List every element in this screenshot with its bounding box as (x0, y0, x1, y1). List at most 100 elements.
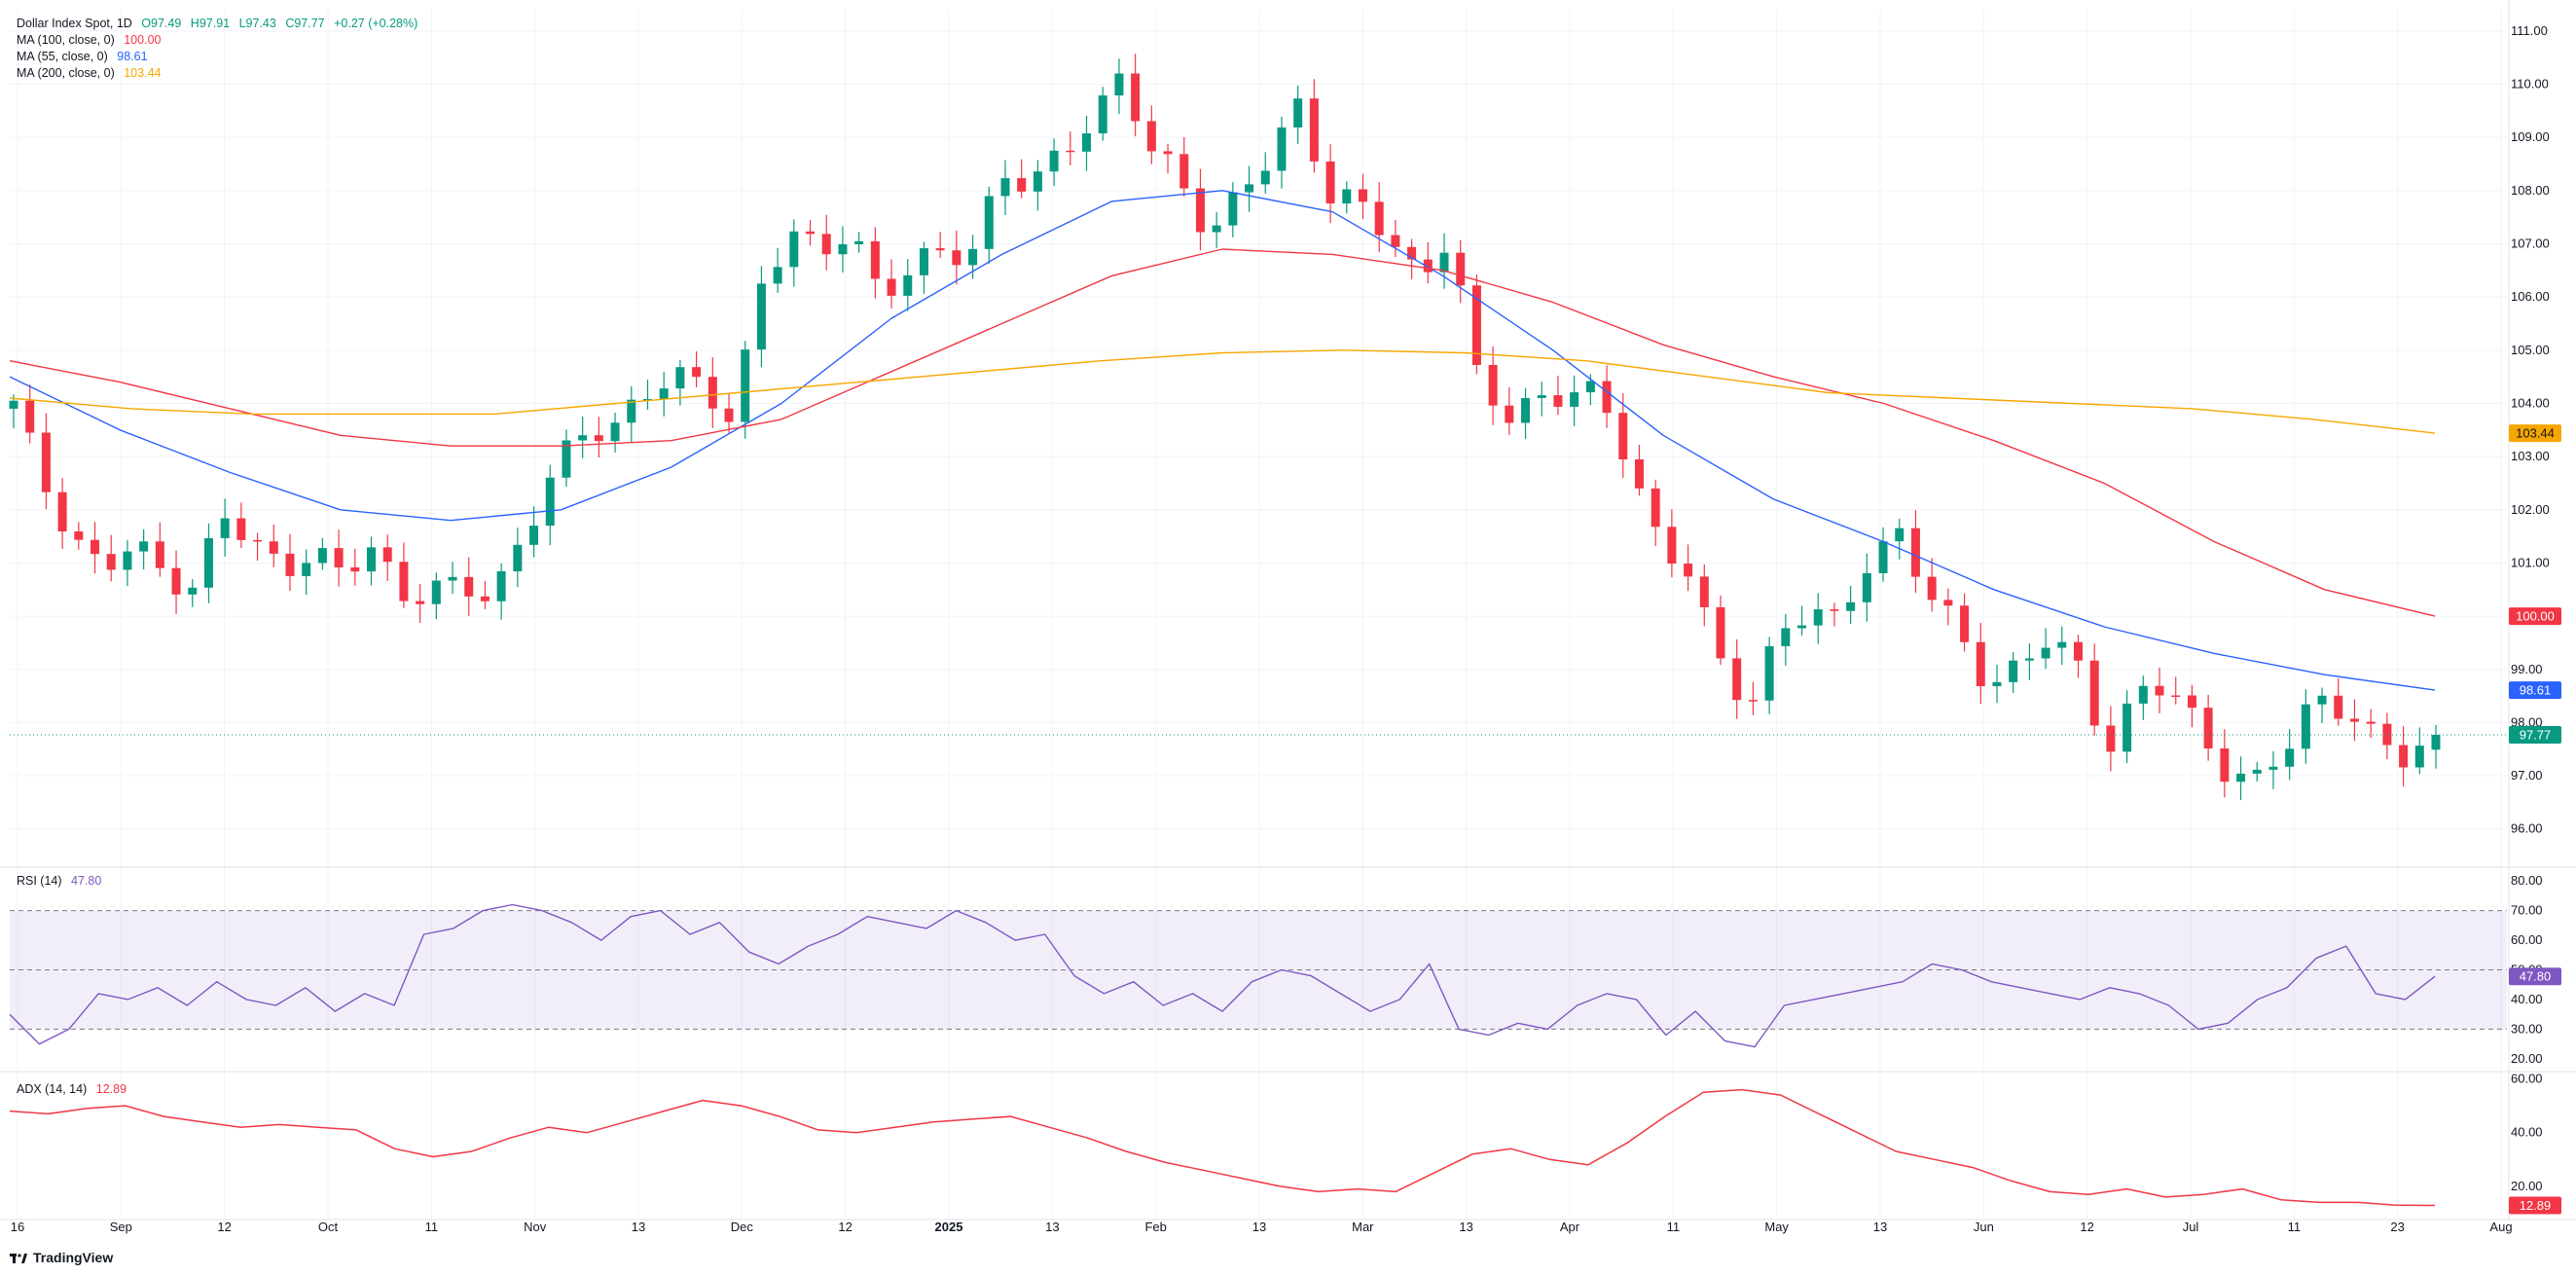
candle (1895, 518, 1905, 560)
candle-body (2317, 695, 2327, 705)
x-tick-label: 13 (1045, 1220, 1059, 1234)
ohlc-close: C97.77 (285, 17, 325, 30)
candle (1862, 553, 1871, 622)
candle (1228, 182, 1238, 238)
candle-body (1781, 628, 1791, 646)
candle-body (935, 248, 945, 251)
candle (692, 350, 702, 387)
ma200-legend[interactable]: MA (200, close, 0) 103.44 (17, 65, 166, 82)
candle-body (724, 408, 734, 422)
candle-body (431, 580, 441, 604)
candle (2171, 676, 2181, 705)
candle (1553, 376, 1563, 416)
tradingview-logo[interactable]: TradingView (10, 1250, 113, 1265)
candle (984, 186, 994, 264)
candle (529, 506, 539, 558)
candle-body (285, 553, 295, 576)
candle (2009, 652, 2018, 694)
y-tick-label: 110.00 (2511, 77, 2549, 91)
candle (1033, 160, 1042, 211)
x-tick-label: 13 (1252, 1220, 1266, 1234)
ohlc-open: O97.49 (141, 17, 182, 30)
candle-body (1471, 285, 1481, 365)
candle (139, 528, 149, 570)
y-tick-label: 103.00 (2511, 449, 2550, 463)
candle-body (317, 548, 327, 564)
adx-value: 12.89 (95, 1082, 127, 1096)
x-tick-label: 12 (217, 1220, 231, 1234)
x-tick-label: Jun (1974, 1220, 1994, 1234)
candle (57, 478, 67, 550)
candle-body (1976, 641, 1985, 687)
candle-body (903, 274, 913, 296)
candle-body (1927, 576, 1937, 601)
ma200-line (9, 349, 2436, 434)
candle-body (821, 234, 831, 255)
candle-body (236, 518, 246, 540)
candle-body (838, 243, 848, 255)
candle (1309, 79, 1319, 173)
x-tick-label: May (1764, 1220, 1789, 1234)
candle-body (675, 367, 685, 389)
rsi-y-tick-label: 20.00 (2511, 1051, 2543, 1066)
x-tick-label: 2025 (935, 1220, 963, 1234)
candle (1049, 138, 1059, 187)
rsi-price-tag: 47.80 (2520, 969, 2552, 984)
candle-body (106, 554, 116, 570)
rsi-legend[interactable]: RSI (14) 47.80 (17, 873, 107, 890)
x-tick-label: Mar (1352, 1220, 1374, 1234)
ohlc-low: L97.43 (238, 17, 276, 30)
candle-body (952, 250, 961, 266)
candle (203, 523, 213, 603)
ma55-legend[interactable]: MA (55, close, 0) 98.61 (17, 49, 154, 65)
candle-body (2089, 660, 2099, 726)
adx-label: ADX (14, 14) (17, 1082, 88, 1096)
y-tick-label: 109.00 (2511, 129, 2550, 144)
y-tick-label: 102.00 (2511, 502, 2550, 517)
candle (2073, 635, 2083, 678)
candle-body (2334, 695, 2343, 719)
adx-price-tag-bg (2509, 1196, 2561, 1215)
candle (968, 235, 978, 279)
candle-body (1699, 576, 1709, 607)
candle-body (2252, 769, 2262, 774)
x-tick-label: 16 (11, 1220, 24, 1234)
candle-body (74, 531, 84, 540)
candle (1342, 181, 1352, 214)
adx-legend[interactable]: ADX (14, 14) 12.89 (17, 1081, 132, 1098)
candle-body (334, 548, 344, 567)
candle (756, 266, 766, 368)
candle-body (1098, 95, 1107, 134)
candle (919, 241, 928, 294)
candle-body (773, 267, 782, 284)
rsi-y-tick-label: 30.00 (2511, 1021, 2543, 1036)
candle (2252, 761, 2262, 783)
candle-body (1228, 192, 1238, 226)
candle-body (1732, 658, 1742, 701)
adx-y-tick-label: 20.00 (2511, 1179, 2543, 1193)
candle-body (1000, 178, 1010, 197)
last-price-tag-bg (2509, 725, 2561, 744)
candle-body (188, 587, 198, 595)
candle (350, 548, 360, 586)
y-tick-label: 107.00 (2511, 236, 2550, 250)
ma100-legend[interactable]: MA (100, close, 0) 100.00 (17, 32, 166, 49)
candle (1781, 613, 1791, 666)
rsi-price-tag-bg (2509, 967, 2561, 986)
candle-body (1293, 98, 1303, 128)
ma55-value: 98.61 (117, 50, 148, 63)
candle-body (627, 399, 636, 423)
candle-body (756, 283, 766, 350)
candle (302, 549, 311, 596)
candle (480, 581, 490, 609)
symbol-title: Dollar Index Spot, 1D (17, 17, 132, 30)
candle (2220, 729, 2230, 798)
x-tick-label: Apr (1560, 1220, 1580, 1234)
candle-body (1131, 73, 1141, 122)
candle (1618, 392, 1628, 479)
candle-body (1521, 397, 1531, 423)
y-tick-label: 96.00 (2511, 821, 2543, 836)
candlesticks (9, 54, 2441, 801)
ma55-label: MA (55, close, 0) (17, 50, 108, 63)
